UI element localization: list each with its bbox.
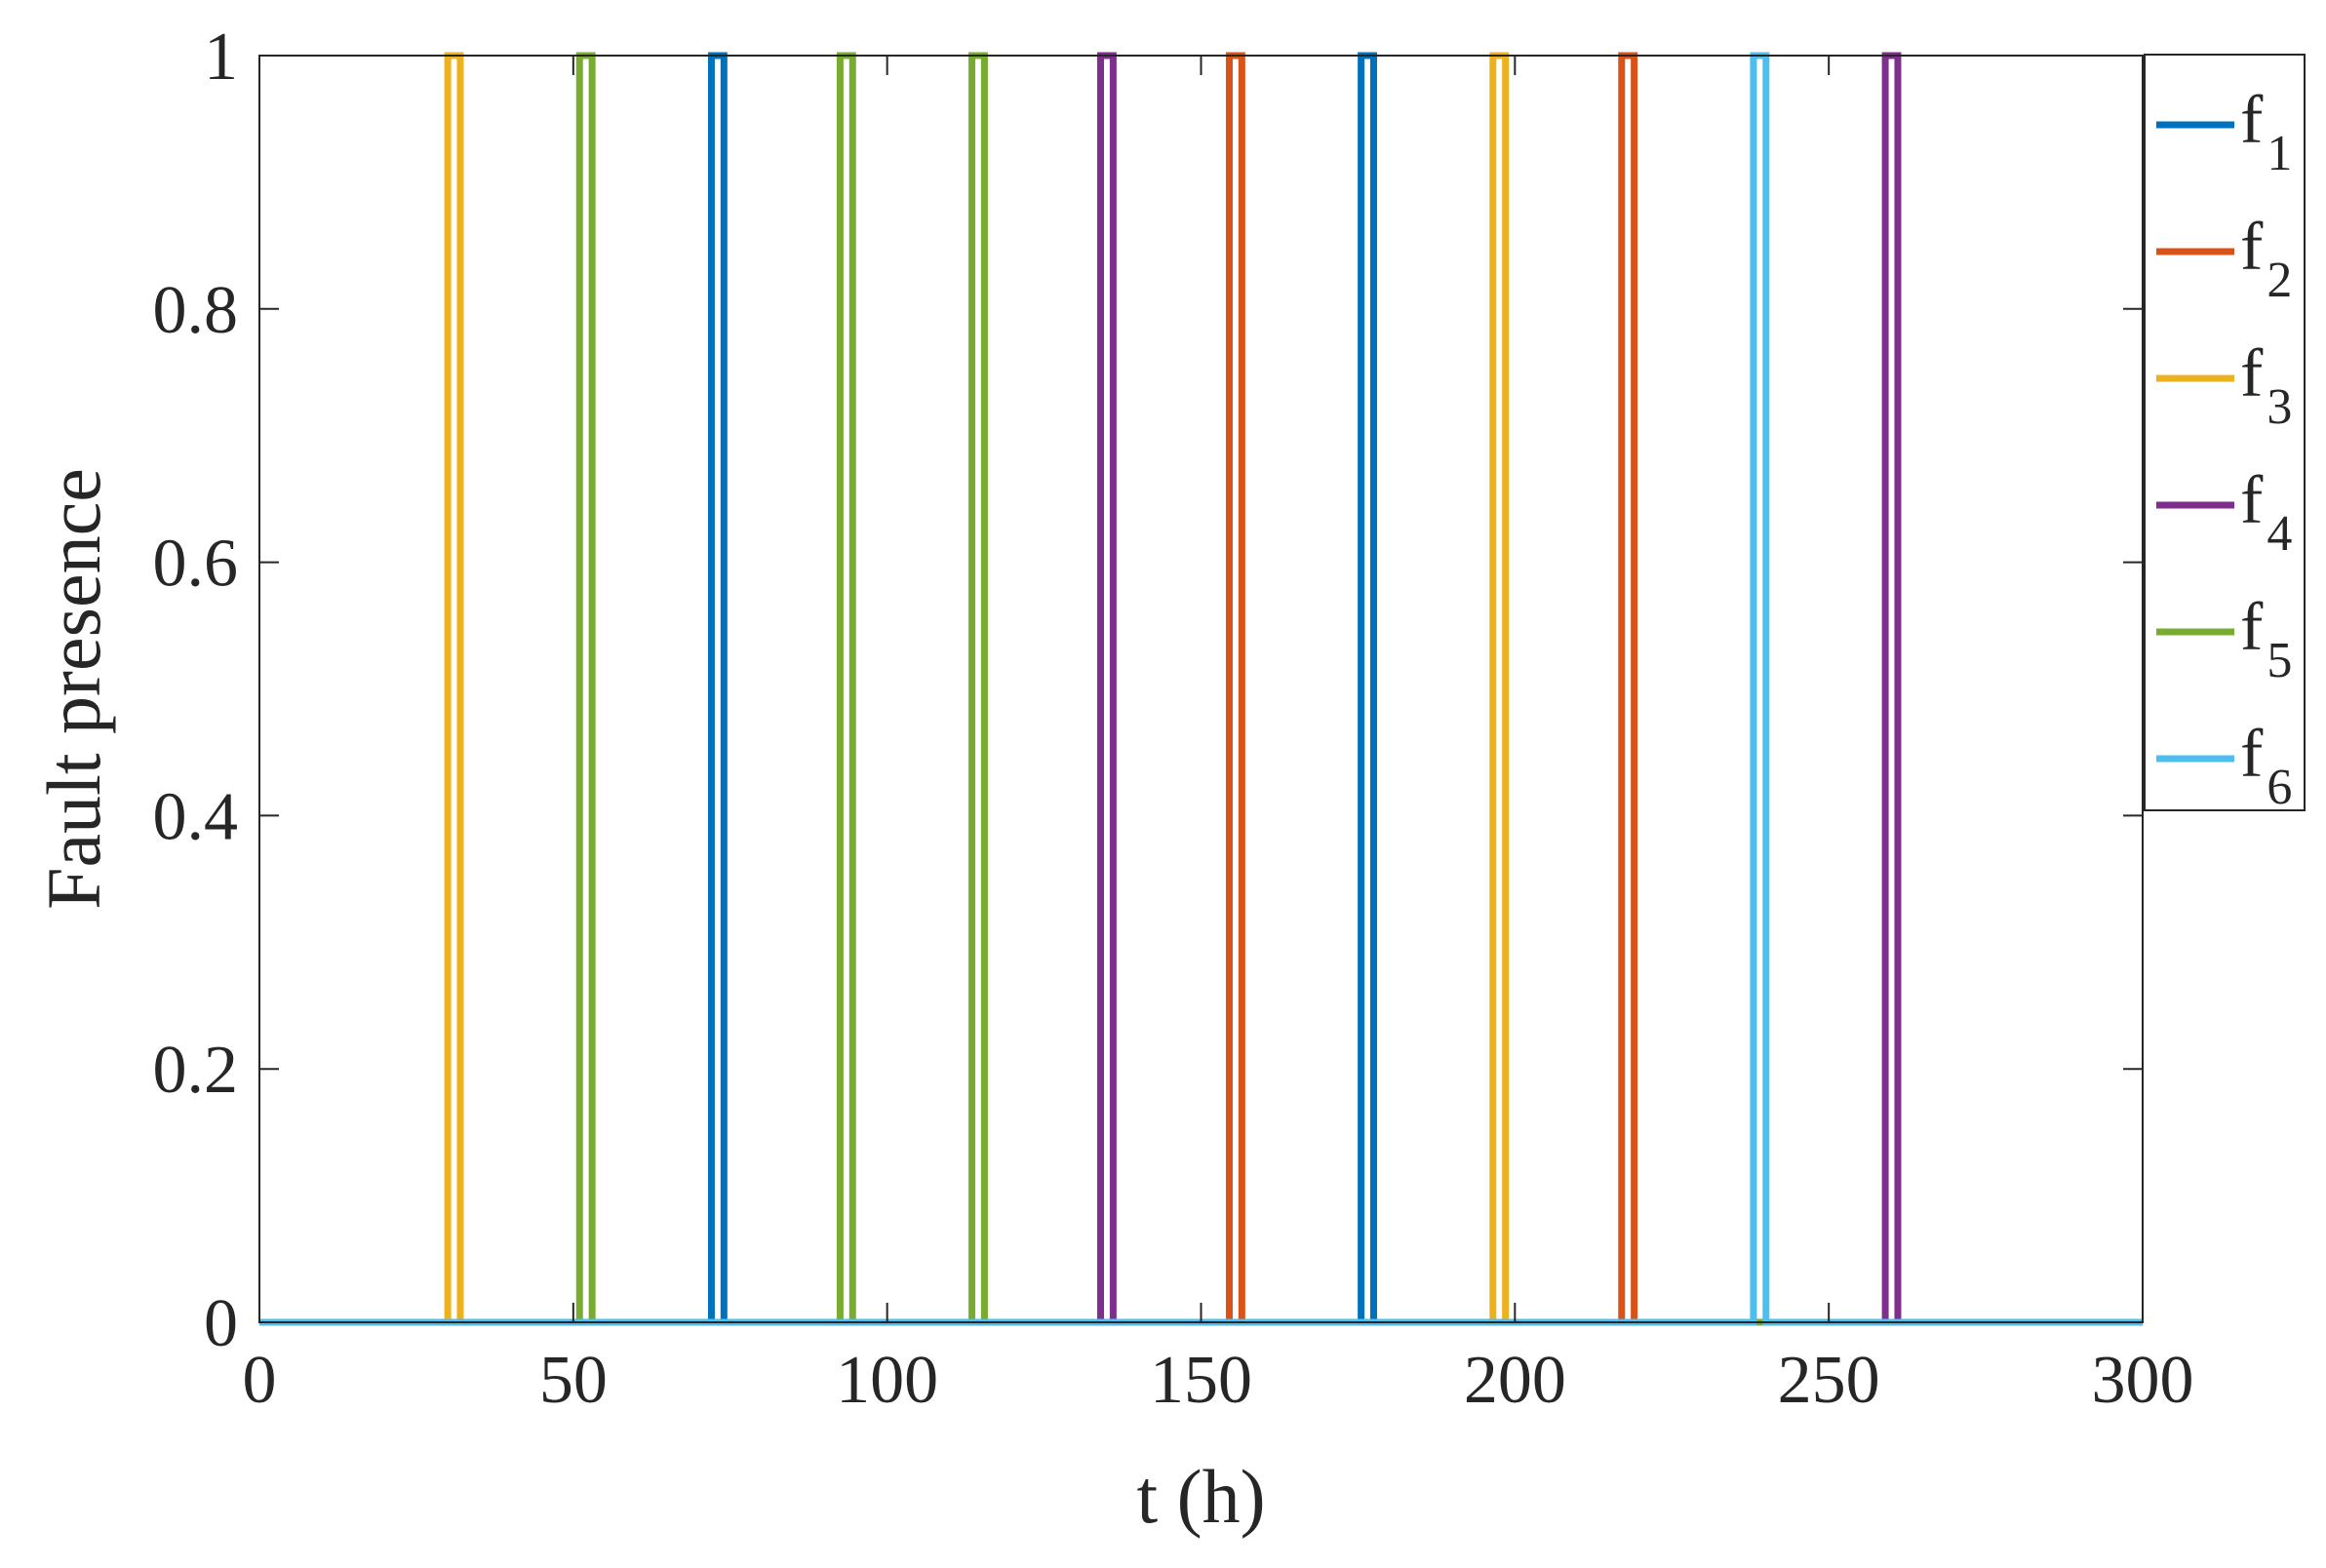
x-tick-label: 100 [836,1343,938,1418]
legend-label-f5: f5 [2240,590,2292,688]
x-tick-label: 0 [243,1343,277,1418]
x-axis-label: t (h) [1136,1454,1265,1539]
legend-label-f6: f6 [2240,717,2292,815]
y-tick-label: 0.6 [153,527,239,602]
x-tick-label: 200 [1464,1343,1566,1418]
x-tick-label: 50 [539,1343,608,1418]
y-axis-label: Fault presence [31,468,116,910]
x-tick-label: 300 [2092,1343,2194,1418]
y-tick-label: 1 [204,20,238,95]
legend-label-f3: f3 [2240,336,2292,435]
legend-label-f2: f2 [2240,210,2292,308]
x-tick-label: 150 [1150,1343,1252,1418]
y-tick-label: 0.4 [153,779,239,854]
y-tick-label: 0.8 [153,273,239,348]
x-tick-label: 250 [1778,1343,1880,1418]
legend-label-f1: f1 [2240,83,2292,181]
y-tick-label: 0.2 [153,1033,239,1108]
legend-label-f4: f4 [2240,463,2292,562]
legend-box [2144,54,2306,811]
axes-layer: 0 50 100 150 200 250 300 0 0.2 0.4 0.6 0.8 1 t (h) Fau… [31,20,2194,1539]
y-tick-label: 0 [204,1286,238,1361]
legend: f1 f2 f3 f4 f5 f6 [2144,54,2306,815]
